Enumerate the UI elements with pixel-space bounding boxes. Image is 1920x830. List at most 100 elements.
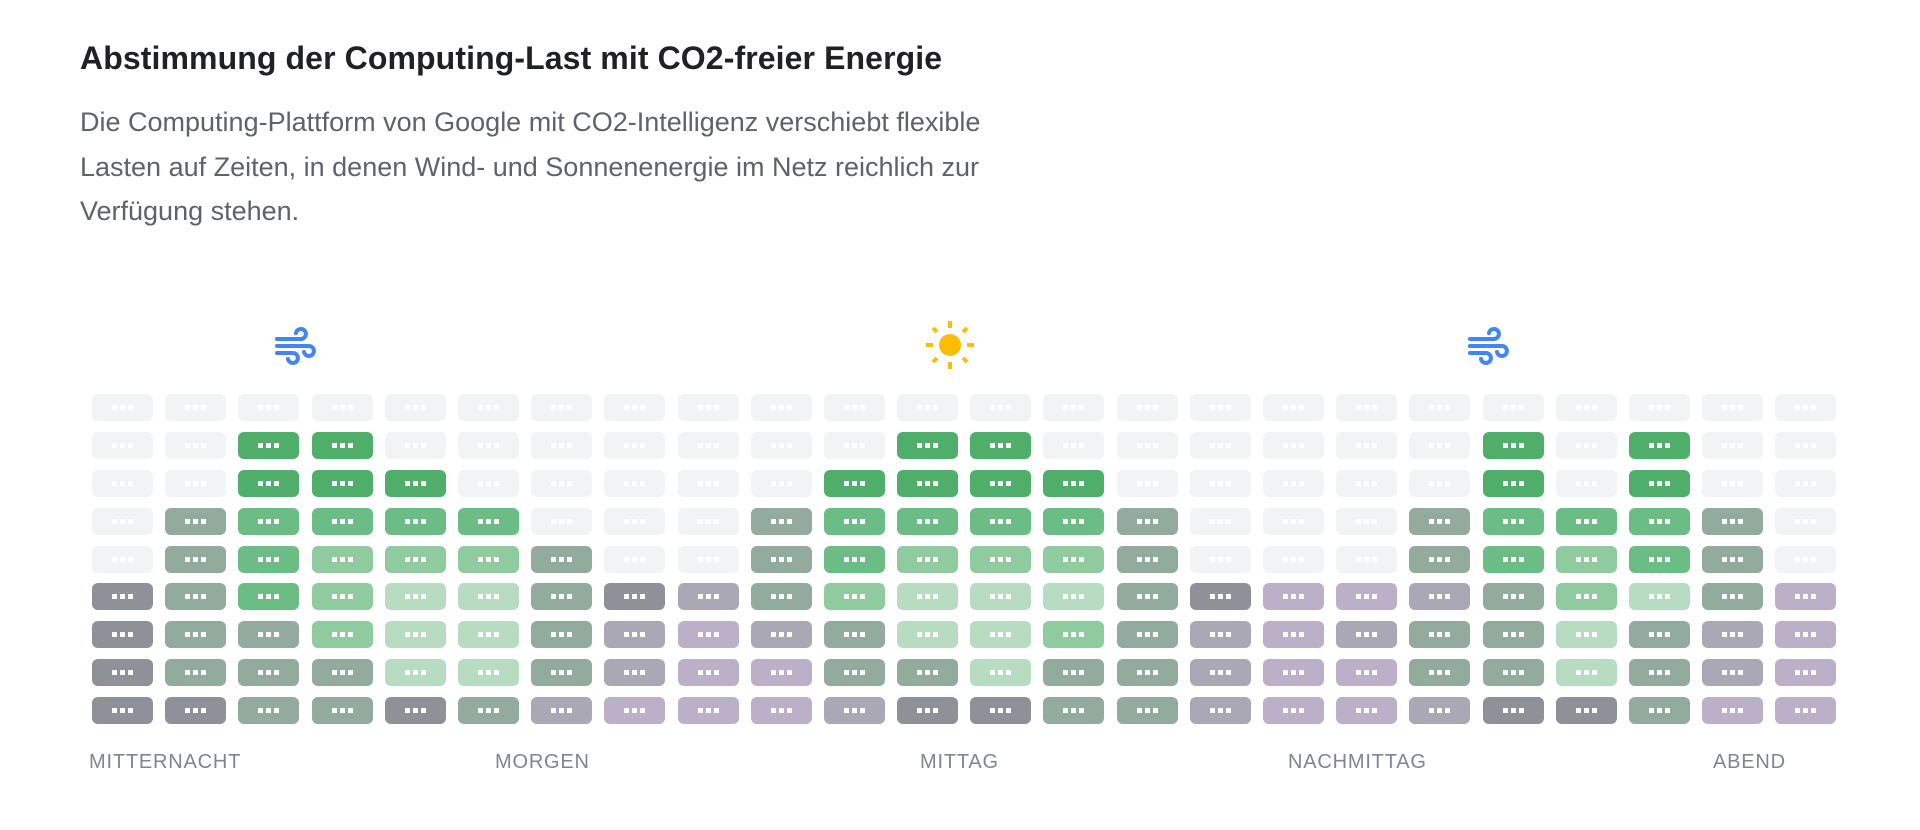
- server-cell-idle: [1263, 507, 1324, 535]
- server-led-dot: [632, 556, 638, 562]
- server-led-dot: [1437, 480, 1443, 486]
- server-led-dot: [1283, 405, 1288, 410]
- server-led-dot: [1445, 442, 1451, 448]
- server-led-dot: [420, 518, 426, 524]
- server-cell-active: [311, 469, 373, 497]
- server-cell-idle: [1482, 394, 1544, 421]
- server-led-dot: [1738, 556, 1744, 562]
- server-led-dot: [1429, 518, 1435, 524]
- server-cell-idle: [1555, 394, 1617, 421]
- server-cell-active: [165, 583, 227, 611]
- server-led-dot: [933, 556, 939, 562]
- server-led-dot: [1445, 594, 1451, 600]
- server-led-dot: [193, 594, 199, 600]
- server-led-dot: [1217, 556, 1223, 562]
- server-led-dot: [1811, 708, 1817, 714]
- server-led-dot: [1364, 480, 1370, 486]
- server-cell-active: [970, 507, 1032, 535]
- server-led-dot: [697, 632, 703, 638]
- server-led-dot: [786, 708, 792, 714]
- server-cell-idle: [1336, 507, 1398, 535]
- server-led-dot: [1502, 405, 1508, 410]
- server-led-dot: [1372, 518, 1378, 524]
- server-led-dot: [120, 480, 125, 486]
- server-led-dot: [998, 480, 1004, 486]
- server-led-dot: [1217, 670, 1223, 676]
- server-led-dot: [1445, 518, 1451, 524]
- server-cell-idle: [1555, 469, 1617, 497]
- server-cell-idle: [531, 469, 593, 497]
- server-led-dot: [1299, 405, 1304, 410]
- server-led-dot: [1811, 632, 1817, 638]
- server-led-dot: [274, 518, 280, 524]
- server-led-dot: [859, 405, 865, 410]
- server-led-dot: [851, 480, 857, 486]
- server-led-dot: [1664, 556, 1670, 562]
- server-cell-active: [750, 583, 812, 611]
- server-led-dot: [1795, 518, 1801, 524]
- server-cell-idle: [1336, 545, 1398, 573]
- server-led-dot: [770, 594, 776, 600]
- server-led-dot: [917, 480, 923, 486]
- server-led-dot: [1356, 556, 1362, 562]
- server-led-dot: [559, 632, 565, 638]
- server-led-dot: [493, 594, 499, 600]
- server-led-dot: [331, 708, 337, 714]
- server-led-dot: [420, 632, 426, 638]
- server-led-dot: [925, 480, 931, 486]
- server-led-dot: [859, 442, 865, 448]
- server-led-dot: [1575, 670, 1581, 676]
- server-led-dot: [1811, 670, 1817, 676]
- server-cell-idle: [457, 469, 519, 497]
- server-led-dot: [1437, 594, 1443, 600]
- server-cell-idle: [1628, 394, 1690, 421]
- server-led-dot: [1063, 594, 1069, 600]
- server-led-dot: [1575, 632, 1581, 638]
- server-led-dot: [859, 556, 865, 562]
- server-led-dot: [1648, 442, 1654, 448]
- server-cell-active: [1189, 583, 1251, 611]
- server-led-dot: [112, 442, 117, 448]
- server-cell-idle: [1702, 394, 1764, 421]
- server-led-dot: [990, 518, 996, 524]
- server-cell-active: [897, 469, 959, 497]
- axis-label-morgen: MORGEN: [495, 751, 590, 773]
- server-led-dot: [851, 632, 857, 638]
- server-led-dot: [632, 632, 638, 638]
- server-cell-idle: [1409, 431, 1471, 459]
- server-cell-active: [897, 431, 959, 459]
- server-led-dot: [493, 480, 499, 486]
- server-led-dot: [713, 442, 719, 448]
- server-led-dot: [274, 594, 280, 600]
- server-led-dot: [193, 708, 199, 714]
- server-led-dot: [1079, 708, 1085, 714]
- server-led-dot: [1738, 670, 1744, 676]
- server-led-dot: [1502, 556, 1508, 562]
- server-cell-active: [1409, 507, 1471, 535]
- server-led-dot: [1299, 518, 1304, 524]
- server-led-dot: [412, 405, 418, 410]
- server-led-dot: [1283, 480, 1288, 486]
- server-led-dot: [1518, 594, 1524, 600]
- server-led-dot: [1575, 594, 1581, 600]
- server-led-dot: [1738, 480, 1744, 486]
- server-cell-idle: [1775, 469, 1837, 497]
- server-led-dot: [258, 556, 264, 562]
- server-led-dot: [420, 442, 426, 448]
- server-led-dot: [274, 670, 280, 676]
- server-led-dot: [843, 480, 849, 486]
- server-cell-active: [384, 507, 446, 535]
- server-led-dot: [477, 405, 483, 410]
- server-led-dot: [1356, 594, 1362, 600]
- server-led-dot: [640, 670, 646, 676]
- server-led-dot: [1648, 518, 1654, 524]
- server-led-dot: [477, 632, 483, 638]
- server-led-dot: [1664, 670, 1670, 676]
- server-led-dot: [632, 708, 638, 714]
- server-led-dot: [640, 556, 646, 562]
- server-cell-idle: [1263, 394, 1324, 421]
- server-led-dot: [274, 405, 280, 410]
- server-cell-idle: [1702, 469, 1764, 497]
- server-led-dot: [1372, 556, 1378, 562]
- server-led-dot: [1518, 480, 1524, 486]
